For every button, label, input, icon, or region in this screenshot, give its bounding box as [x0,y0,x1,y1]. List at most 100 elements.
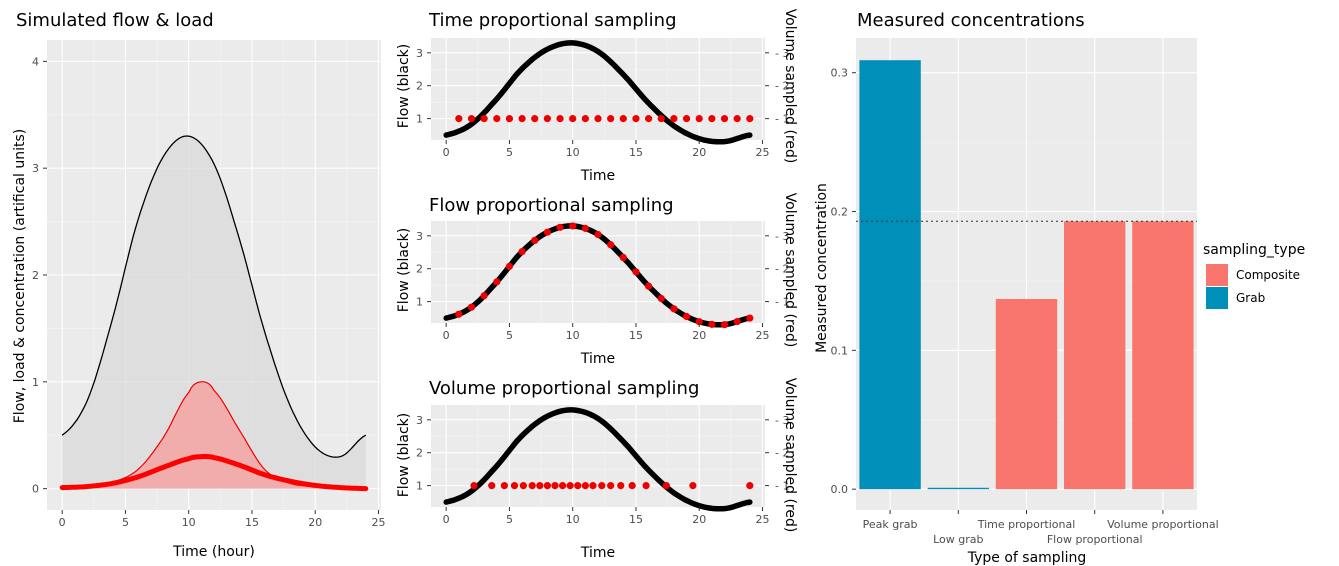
vol-sample-point [574,482,582,490]
time-x-tick-label: 10 [566,146,580,159]
left-x-tick-label: 5 [122,516,129,529]
flowp-sample-point [531,236,539,244]
flowp-x-tick-label: 15 [629,329,643,342]
vol-x-tick-label: 5 [506,513,513,526]
flowp-y2-label: Volume sampled (red) [782,193,798,348]
panel-measured-concentrations: Measured concentrations 0.0 0.1 0.2 0.3 Peak… [814,10,1305,566]
right-x-tick-label: Peak grab [863,518,918,531]
vol-sample-point [607,482,615,490]
time-sample-point [455,115,463,123]
flowp-x-tick-label: 25 [755,329,769,342]
flowp-sample-point [720,321,729,329]
vol-gridlines [431,405,765,507]
vol-y-tick-label: 2 [416,447,423,460]
flowp-y2-tick-label: - 2 [775,263,789,276]
flowp-sample-point [543,228,551,236]
flowp-title: Flow proportional sampling [429,195,674,216]
flowp-x-tick-label: 20 [692,329,706,342]
time-y-tick-label: 1 [416,113,423,126]
flowp-sample-point [467,303,476,311]
time-sample-point [645,115,653,123]
time-y-label: Flow (black) [396,44,412,129]
flowp-y-tick-label: 1 [416,296,423,309]
vol-x-tick-label: 15 [629,513,643,526]
left-x-tick-label: 25 [371,516,385,529]
right-y-label: Measured concentration [814,183,830,353]
time-sample-point [619,115,627,123]
right-x-tick-label: Time proportional [977,518,1076,531]
vol-sample-point [500,482,508,490]
vol-plot-background [431,405,765,507]
right-x-tick-label: Flow proportional [1047,533,1143,546]
vol-x-tick-label: 20 [692,513,706,526]
flowp-sample-point [657,294,665,303]
legend: sampling_type Composite Grab [1203,242,1305,309]
right-ticks: 0.0 0.1 0.2 0.3 Peak grab Low grab Time propor… [831,67,1219,546]
time-sample-point [695,115,703,123]
vol-title: Volume proportional sampling [429,378,699,399]
vol-sample-point [488,482,496,490]
vol-flow-line [443,407,753,512]
vol-sample-point [536,482,544,490]
vol-y-tick-label: 3 [416,414,423,427]
time-sample-point [543,115,551,123]
time-sample-point [657,115,665,123]
time-sample-point [531,115,539,123]
time-data [443,40,754,145]
time-title: Time proportional sampling [428,10,677,31]
time-sample-point [581,115,589,123]
flowp-data [443,222,754,329]
time-sample-point [670,115,678,123]
vol-sample-point [662,482,670,490]
vol-sample-point [528,482,536,490]
right-x-label: Type of sampling [967,550,1087,566]
vol-x-tick-label: 25 [755,513,769,526]
left-ticks: 0 5 10 15 20 25 0 1 2 3 4 [32,55,385,529]
vol-data [443,407,754,512]
flowp-ticks: 0 5 10 15 20 25 1 2 3 - 1 - 2 - 3 [416,230,789,342]
flowp-sample-point [733,317,741,326]
panel-simulated-flow: Simulated flow & load 0 5 10 15 20 25 0 1 2 3 4 Ti… [12,10,385,560]
flow-line [61,135,367,458]
flowp-y-label: Flow (black) [396,228,412,313]
vol-sample-point [642,482,650,490]
time-y2-tick-label: - 3 [775,47,789,60]
legend-label-composite: Composite [1236,268,1300,282]
vol-sample-point [551,482,559,490]
vol-sample-point [470,482,478,490]
right-y-tick-label: 0.2 [831,206,849,219]
flow-area [62,136,366,489]
vol-ticks: 0 5 10 15 20 25 1 2 3 - 1 - 2 - 3 [416,414,789,526]
time-sample-point [708,115,716,123]
time-x-tick-label: 20 [692,146,706,159]
vol-sample-point [510,482,519,490]
flowp-sample-point [594,230,602,239]
vol-sample-point [519,482,527,490]
flowp-sample-point [455,310,463,318]
right-y-tick-label: 0.0 [831,483,849,496]
vol-sample-point [589,482,597,490]
left-y-tick-label: 4 [32,55,39,68]
time-x-tick-label: 15 [629,146,643,159]
flowp-sample-point [505,262,514,270]
vol-sample-point [581,482,589,490]
vol-y2-tick-label: - 3 [775,414,789,427]
bar-peak-grab [859,60,921,490]
time-sample-point [505,115,514,123]
left-x-tick-label: 20 [308,516,322,529]
time-x-tick-label: 0 [443,146,450,159]
vol-y-label: Flow (black) [396,413,412,498]
flowp-y2-tick-label: - 1 [775,296,789,309]
time-x-tick-label: 5 [506,146,513,159]
right-x-tick-label: Low grab [933,533,983,546]
left-y-tick-label: 3 [32,162,39,175]
flowp-sample-point [480,292,488,300]
bar-low-grab [927,487,989,490]
flowp-sample-point [708,320,716,328]
right-y-tick-label: 0.1 [831,344,849,357]
legend-swatch-composite [1206,264,1228,286]
left-x-tick-label: 10 [182,516,196,529]
load-line [59,454,369,492]
vol-y2-tick-label: - 1 [775,480,789,493]
vol-sample-point [543,482,551,490]
